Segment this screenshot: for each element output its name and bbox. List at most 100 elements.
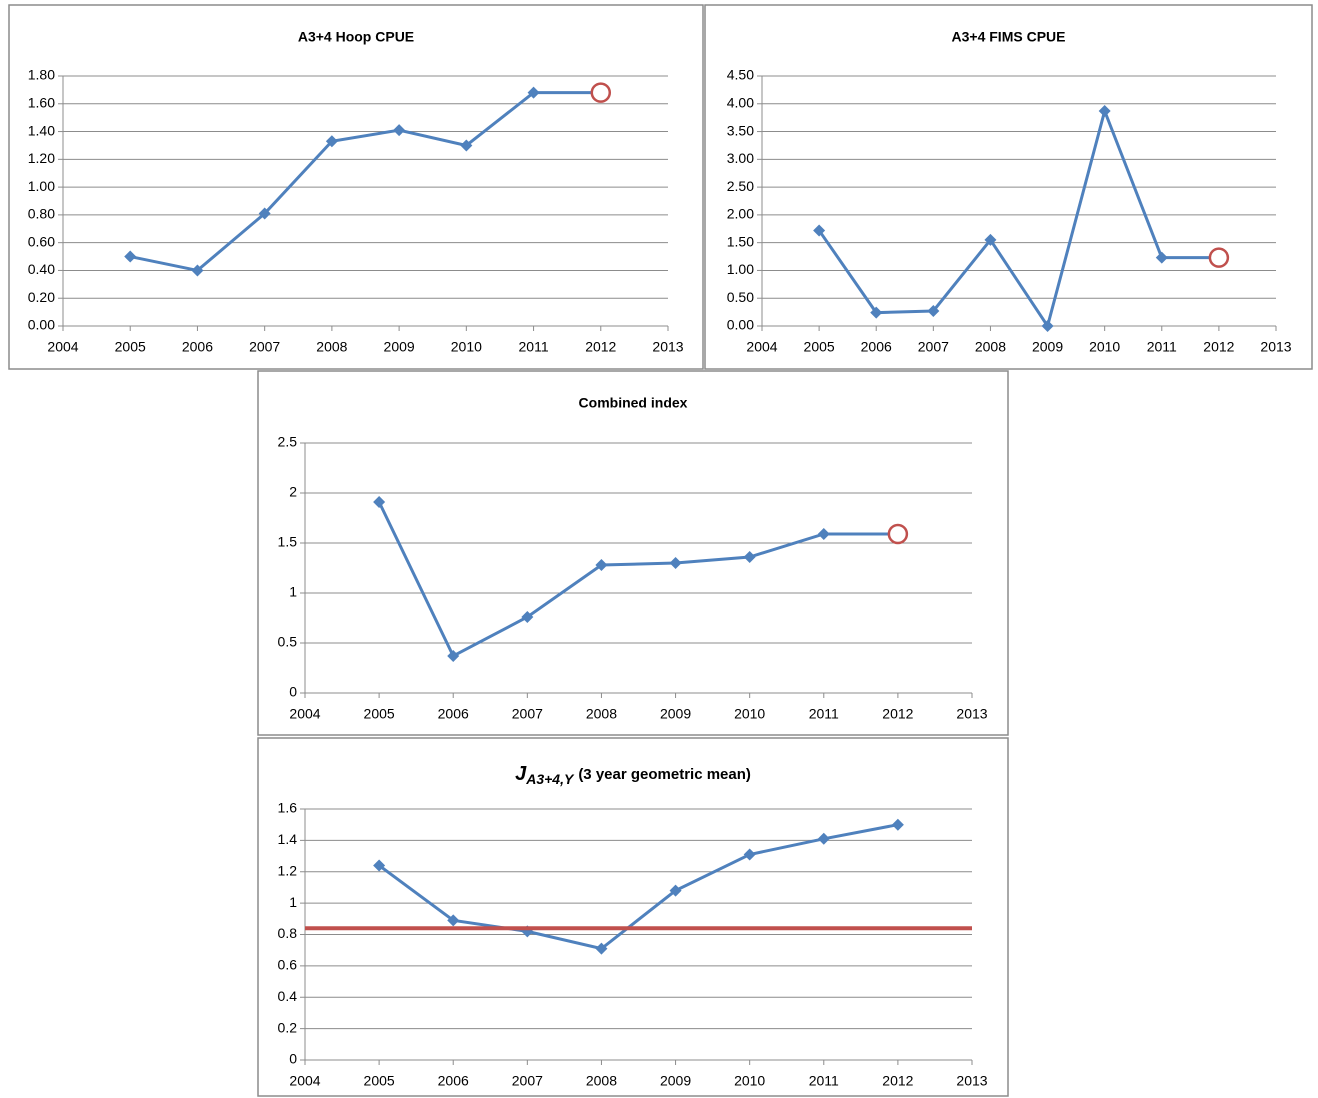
x-tick-label: 2012 — [585, 339, 616, 355]
series-line — [377, 501, 898, 659]
data-point — [870, 306, 883, 319]
data-point — [447, 650, 460, 662]
y-tick-label: 4.00 — [727, 94, 754, 110]
y-tick-label: 3.50 — [727, 122, 754, 138]
y-tick-label: 1.6 — [278, 800, 298, 816]
chart-title: A3+4 Hoop CPUE — [298, 29, 414, 45]
data-point — [460, 139, 473, 152]
data-point — [124, 250, 137, 263]
data-point — [258, 207, 271, 220]
x-tick-label: 2007 — [512, 1073, 543, 1089]
y-tick-label: 0.00 — [727, 317, 754, 333]
x-tick-label: 2011 — [1147, 339, 1177, 355]
y-tick-label: 0.00 — [28, 317, 55, 333]
data-point — [595, 942, 608, 955]
data-point — [1155, 251, 1168, 264]
x-tick-label: 2009 — [1032, 339, 1063, 355]
y-tick-label: 0 — [289, 684, 297, 700]
y-tick-label: 1.4 — [278, 831, 298, 847]
x-tick-label: 2004 — [47, 339, 78, 355]
y-tick-label: 2.00 — [727, 206, 754, 222]
x-tick-label: 2010 — [1089, 339, 1120, 355]
data-point — [927, 305, 940, 317]
x-tick-label: 2013 — [652, 339, 683, 355]
data-point — [817, 832, 830, 845]
x-tick-label: 2011 — [519, 339, 549, 355]
data-point — [1041, 320, 1054, 332]
data-point — [669, 557, 682, 569]
x-tick-label: 2013 — [1260, 339, 1291, 355]
x-tick-label: 2007 — [249, 339, 280, 355]
chart-subtitle: (3 year geometric mean) — [578, 766, 751, 783]
y-tick-label: 0.20 — [28, 289, 55, 305]
y-tick-label: 0.4 — [278, 988, 298, 1004]
series-line — [817, 106, 1219, 330]
end-marker — [590, 82, 612, 103]
y-tick-label: 0.8 — [278, 925, 298, 941]
data-point — [1098, 105, 1111, 117]
data-point — [447, 914, 460, 927]
x-tick-label: 2012 — [882, 706, 913, 722]
data-point — [191, 264, 204, 277]
y-tick-label: 0.40 — [28, 261, 55, 277]
y-tick-label: 0.6 — [278, 957, 298, 973]
y-tick-label: 1 — [289, 584, 297, 600]
chart-frame — [257, 370, 1009, 736]
title-subscript: A3+4,Y — [525, 771, 575, 787]
data-point — [325, 135, 338, 148]
y-tick-label: 0.60 — [28, 233, 55, 249]
y-tick-label: 1.5 — [278, 534, 298, 550]
x-tick-label: 2004 — [289, 1073, 320, 1089]
data-point — [813, 224, 826, 237]
data-point — [891, 818, 904, 831]
series-line — [129, 91, 601, 273]
series-line — [378, 823, 899, 951]
x-tick-label: 2008 — [975, 339, 1006, 355]
y-tick-label: 2.5 — [278, 434, 298, 450]
data-point — [373, 859, 386, 872]
y-tick-label: 2.50 — [727, 178, 754, 194]
chart-title: JA3+4,Y (3 year geometric mean) — [515, 763, 751, 786]
data-point — [743, 848, 756, 861]
y-tick-label: 1.00 — [727, 261, 754, 277]
y-tick-label: 1.50 — [727, 233, 754, 249]
y-tick-label: 1.80 — [28, 67, 55, 83]
y-tick-label: 1.20 — [28, 150, 55, 166]
x-tick-label: 2006 — [182, 339, 213, 355]
x-tick-label: 2008 — [586, 706, 617, 722]
x-tick-label: 2013 — [956, 706, 987, 722]
data-point — [393, 124, 406, 137]
data-point — [521, 611, 534, 623]
y-tick-label: 2 — [289, 484, 297, 500]
x-tick-label: 2007 — [918, 339, 949, 355]
y-tick-label: 1.40 — [28, 122, 55, 138]
title-main: J — [515, 763, 527, 785]
chart-title: A3+4 FIMS CPUE — [952, 29, 1066, 45]
x-tick-label: 2009 — [660, 706, 691, 722]
x-tick-label: 2012 — [1203, 339, 1234, 355]
y-tick-label: 0.50 — [727, 289, 754, 305]
y-tick-label: 1.00 — [28, 178, 55, 194]
x-tick-label: 2005 — [804, 339, 835, 355]
data-point — [817, 528, 830, 540]
chart-frame — [257, 737, 1009, 1097]
x-tick-label: 2005 — [115, 339, 146, 355]
x-tick-label: 2006 — [861, 339, 892, 355]
x-tick-label: 2010 — [734, 706, 765, 722]
data-point — [373, 496, 386, 508]
data-point — [984, 233, 997, 246]
x-tick-label: 2004 — [746, 339, 777, 355]
x-tick-label: 2010 — [451, 339, 482, 355]
y-tick-label: 3.00 — [727, 150, 754, 166]
x-tick-label: 2006 — [438, 706, 469, 722]
x-tick-label: 2005 — [364, 706, 395, 722]
x-tick-label: 2007 — [512, 706, 543, 722]
y-tick-label: 0.80 — [28, 206, 55, 222]
x-tick-label: 2012 — [882, 1073, 913, 1089]
x-tick-label: 2005 — [364, 1073, 395, 1089]
y-tick-label: 1 — [289, 894, 297, 910]
x-tick-label: 2013 — [956, 1073, 987, 1089]
y-tick-label: 1.2 — [278, 862, 298, 878]
data-point — [595, 559, 608, 571]
